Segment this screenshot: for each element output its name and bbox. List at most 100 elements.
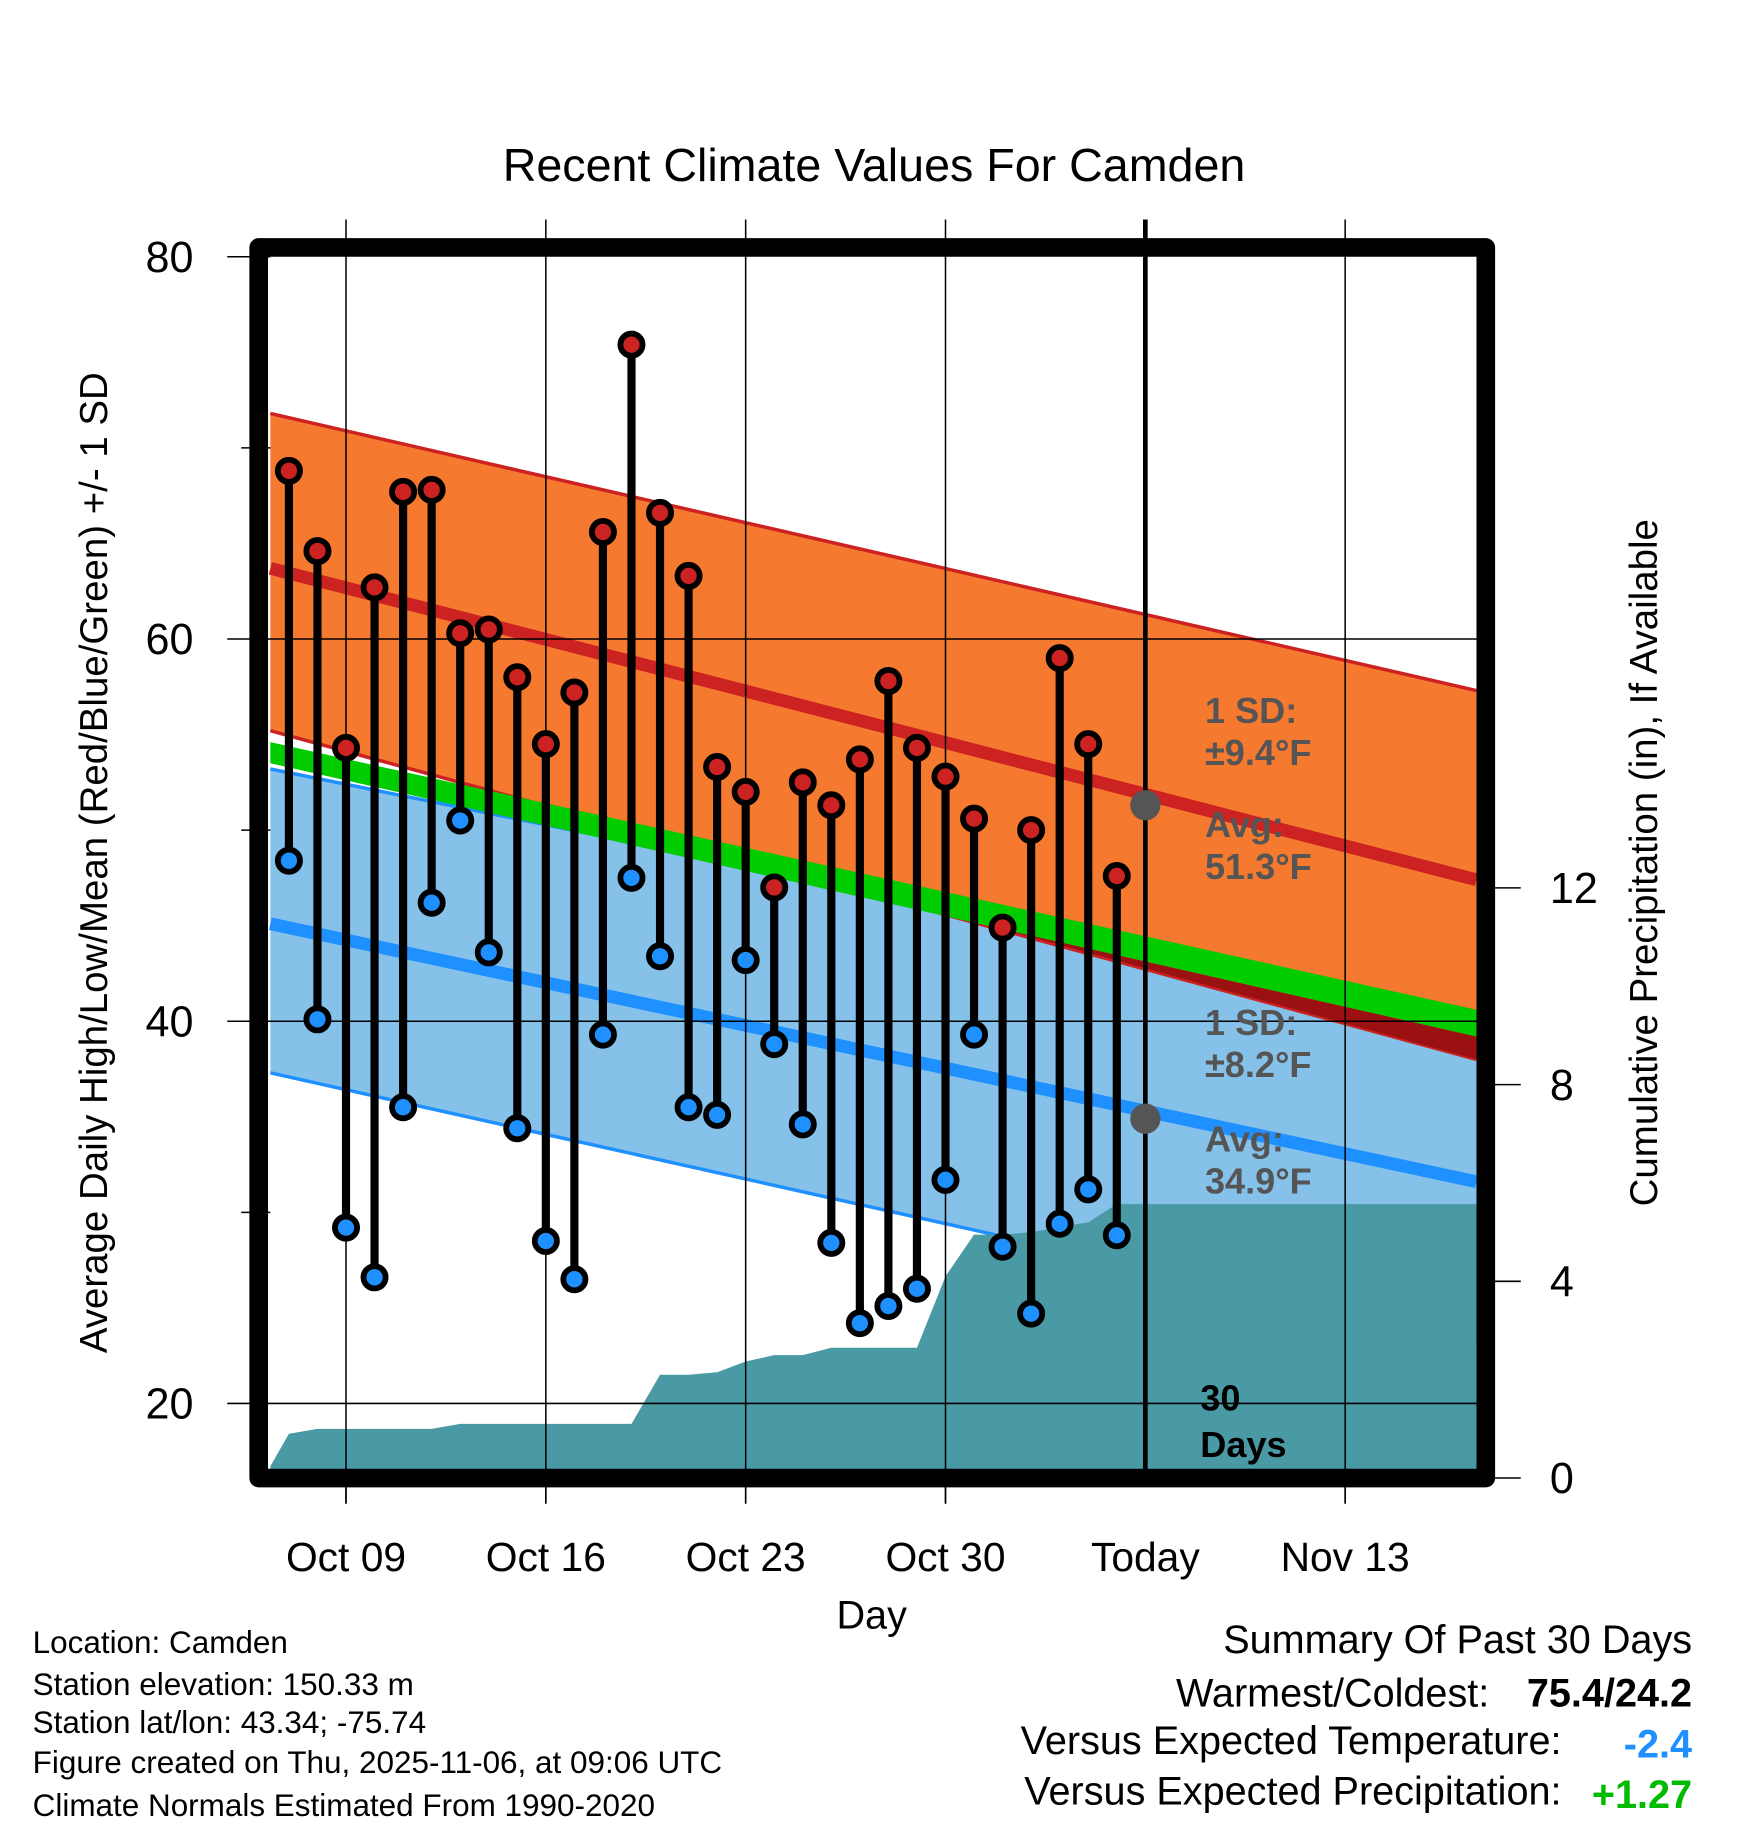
high-sd-title: 1 SD: <box>1205 690 1297 731</box>
daily-high-point <box>674 561 703 590</box>
daily-high-point <box>874 667 903 696</box>
y2-tick-label: 12 <box>1550 865 1598 913</box>
days-count: 30 <box>1200 1377 1240 1418</box>
daily-high-point <box>389 477 418 506</box>
daily-low-point <box>474 938 503 967</box>
axes: Oct 09 Oct 16 Oct 23 Oct 30 Today Nov 1380604… <box>145 234 1597 1580</box>
daily-low-point <box>902 1274 931 1303</box>
daily-low-point <box>760 1030 789 1059</box>
high-sd-band <box>270 413 1477 1060</box>
daily-high-point <box>1017 816 1046 845</box>
x-tick-label: Oct 23 <box>686 1534 806 1580</box>
daily-high-point <box>731 777 760 806</box>
daily-high-point <box>1074 730 1103 759</box>
daily-low-point <box>417 888 446 917</box>
x-axis-label: Day <box>836 1593 907 1637</box>
low-sd-title: 1 SD: <box>1205 1002 1297 1043</box>
daily-high-point <box>332 733 360 762</box>
daily-low-point <box>531 1227 560 1255</box>
y-tick-label: 20 <box>145 1381 193 1429</box>
daily-low-point <box>674 1093 703 1122</box>
daily-low-point <box>817 1228 846 1257</box>
daily-low-point <box>703 1100 732 1129</box>
footer-latlon: Station lat/lon: 43.34; -75.74 <box>33 1705 426 1740</box>
y2-tick-label: 8 <box>1550 1062 1574 1110</box>
daily-low-point <box>988 1232 1017 1261</box>
x-tick-label: Oct 30 <box>885 1534 1005 1580</box>
y-tick-label: 40 <box>145 998 193 1046</box>
daily-high-point <box>1102 861 1131 890</box>
warmest-label: Warmest/Coldest: <box>1176 1671 1489 1715</box>
y-tick-label: 80 <box>145 234 193 282</box>
footer-created: Figure created on Thu, 2025-11-06, at 09… <box>33 1745 722 1780</box>
daily-high-point <box>531 730 560 759</box>
x-tick-label: Nov 13 <box>1281 1534 1410 1580</box>
daily-values <box>274 330 1161 1338</box>
high-avg-value: 51.3°F <box>1205 846 1312 887</box>
low-sd-value: ±8.2°F <box>1205 1044 1312 1085</box>
daily-low-point <box>874 1291 903 1320</box>
daily-high-point <box>360 573 389 602</box>
daily-high-point <box>474 615 503 644</box>
precip-cumulative-area <box>270 1204 1477 1479</box>
daily-low-point <box>731 946 760 975</box>
y2-tick-label: 0 <box>1550 1455 1574 1503</box>
daily-low-point <box>332 1213 360 1242</box>
daily-low-point <box>1017 1299 1046 1328</box>
daily-high-point <box>560 678 589 707</box>
high-sd-value: ±9.4°F <box>1205 732 1312 773</box>
daily-high-point <box>788 768 817 797</box>
high-upper-sd-line <box>269 411 1477 693</box>
daily-high-point <box>446 619 475 648</box>
precip-area <box>270 1204 1477 1479</box>
footer-normals: Climate Normals Estimated From 1990-2020 <box>33 1788 655 1823</box>
temp-anomaly-value: -2.4 <box>1624 1723 1692 1767</box>
daily-low-point <box>503 1114 532 1143</box>
daily-high-point <box>588 517 617 546</box>
temp-label: Versus Expected Temperature: <box>1021 1719 1562 1763</box>
y2-axis-label: Cumulative Precipitation (in), If Availa… <box>1623 519 1666 1206</box>
daily-high-point <box>902 733 931 762</box>
daily-low-point <box>360 1263 389 1292</box>
y-tick-label: 60 <box>145 616 193 664</box>
precip-anomaly-value: +1.27 <box>1592 1773 1692 1817</box>
daily-high-point <box>617 330 646 359</box>
daily-high-point <box>931 762 960 791</box>
daily-low-point <box>931 1165 960 1194</box>
today-low-avg-marker <box>1130 1103 1161 1134</box>
summary-panel: Summary Of Past 30 Days Warmest/Coldest:… <box>1021 1618 1692 1817</box>
daily-low-point <box>617 863 646 892</box>
low-avg-value: 34.9°F <box>1205 1161 1312 1202</box>
footer-elevation: Station elevation: 150.33 m <box>33 1667 414 1702</box>
daily-high-point <box>988 913 1017 942</box>
daily-high-point <box>703 753 732 782</box>
daily-low-point <box>389 1093 418 1122</box>
daily-low-point <box>446 806 475 835</box>
chart-title: Recent Climate Values For Camden <box>503 139 1246 191</box>
low-mean-line <box>269 917 1478 1189</box>
high-avg-title: Avg: <box>1205 804 1284 845</box>
summary-title: Summary Of Past 30 Days <box>1223 1618 1692 1662</box>
y2-tick-label: 4 <box>1550 1258 1574 1306</box>
days-word: Days <box>1200 1424 1286 1465</box>
plot-frame <box>249 238 1496 1488</box>
daily-high-point <box>503 663 532 692</box>
daily-low-point <box>588 1020 617 1049</box>
daily-high-point <box>1045 644 1074 673</box>
y-axis-label: Average Daily High/Low/Mean (Red/Blue/Gr… <box>73 372 116 1353</box>
daily-low-point <box>274 846 303 875</box>
low-avg-title: Avg: <box>1205 1119 1284 1160</box>
daily-low-point <box>1102 1221 1131 1250</box>
daily-high-point <box>817 791 846 820</box>
daily-low-point <box>960 1020 989 1049</box>
daily-high-point <box>845 745 874 774</box>
daily-low-point <box>303 1005 332 1034</box>
daily-low-point <box>788 1110 817 1139</box>
daily-high-point <box>274 456 303 485</box>
daily-high-point <box>760 873 789 902</box>
daily-low-point <box>1045 1209 1074 1238</box>
today-annotations: 1 SD: ±9.4°F Avg: 51.3°F 1 SD: ±8.2°F Av… <box>1200 690 1311 1465</box>
x-tick-label: Oct 16 <box>486 1534 606 1580</box>
x-tick-label: Oct 09 <box>286 1534 406 1580</box>
